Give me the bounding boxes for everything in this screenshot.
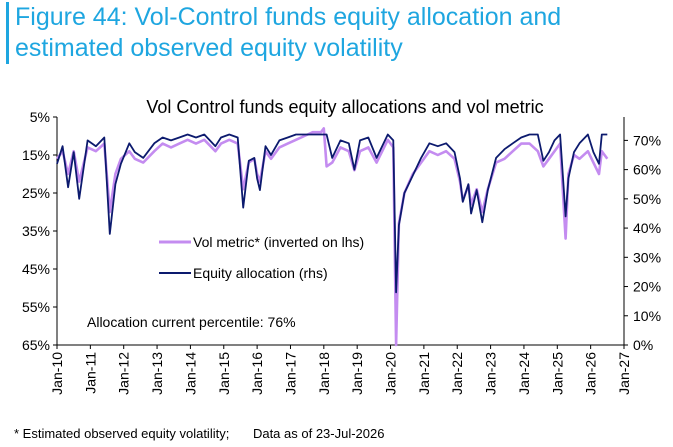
- figure-title-line-2: estimated observed equity volatility: [15, 34, 403, 62]
- legend: Vol metric* (inverted on lhs) Equity allo…: [159, 234, 364, 281]
- footnote: * Estimated observed equity volatility; …: [14, 426, 404, 441]
- chart-title: Vol Control funds equity allocations and…: [146, 97, 543, 117]
- x-tick-label: Jan-12: [116, 352, 132, 395]
- footnote-as-of: Data as of 23-Jul-2026: [252, 426, 385, 441]
- y-left-tick-label: 5%: [30, 109, 50, 125]
- x-tick-label: Jan-17: [282, 352, 298, 395]
- y-right-tick-label: 0%: [633, 337, 653, 353]
- x-tick-label: Jan-26: [583, 352, 599, 395]
- x-tick-label: Jan-16: [249, 352, 265, 395]
- y-left-tick-label: 25%: [22, 185, 50, 201]
- x-tick-label: Jan-19: [349, 352, 365, 395]
- legend-vol-metric-label: Vol metric* (inverted on lhs): [193, 234, 364, 250]
- y-left-tick-label: 15%: [22, 147, 50, 163]
- y-right-tick-label: 50%: [633, 191, 661, 207]
- x-tick-label: Jan-13: [149, 352, 165, 395]
- x-tick-label: Jan-14: [182, 352, 198, 395]
- y-left-tick-label: 65%: [22, 337, 50, 353]
- y-right-tick-label: 60%: [633, 162, 661, 178]
- y-left-tick-label: 35%: [22, 223, 50, 239]
- y-left-tick-label: 45%: [22, 261, 50, 277]
- x-tick-label: Jan-10: [49, 352, 65, 395]
- x-tick-label: Jan-22: [449, 352, 465, 395]
- x-tick-label: Jan-21: [416, 352, 432, 395]
- y-right-tick-label: 70%: [633, 132, 661, 148]
- x-tick-label: Jan-25: [549, 352, 565, 395]
- x-tick-label: Jan-18: [316, 352, 332, 395]
- x-tick-label: Jan-15: [216, 352, 232, 395]
- figure-title: Figure 44: Vol-Control funds equity allo…: [6, 2, 673, 64]
- x-tick-label: Jan-27: [616, 352, 632, 395]
- series-vol-metric: [55, 127, 609, 347]
- figure-title-line-1: Figure 44: Vol-Control funds equity allo…: [15, 3, 562, 31]
- x-tick-label: Jan-20: [383, 352, 399, 395]
- footnote-note: * Estimated observed equity volatility;: [14, 426, 230, 441]
- y-right-tick-label: 30%: [633, 249, 661, 265]
- series-group: [55, 127, 609, 347]
- x-tick-label: Jan-11: [82, 352, 98, 394]
- chart-annotation: Allocation current percentile: 76%: [87, 314, 296, 330]
- x-tick-label: Jan-24: [516, 352, 532, 395]
- x-tick-label: Jan-23: [483, 352, 499, 395]
- y-right-tick-label: 40%: [633, 220, 661, 236]
- series-equity-allocation: [56, 133, 608, 294]
- axes: 5% 15% 25% 35% 45% 55% 65% 0% 10% 20% 30% 40% 50% 60%…: [22, 109, 661, 395]
- y-left-tick-label: 55%: [22, 299, 50, 315]
- legend-equity-allocation-label: Equity allocation (rhs): [193, 265, 328, 281]
- y-right-tick-label: 20%: [633, 279, 661, 295]
- y-right-tick-label: 10%: [633, 308, 661, 324]
